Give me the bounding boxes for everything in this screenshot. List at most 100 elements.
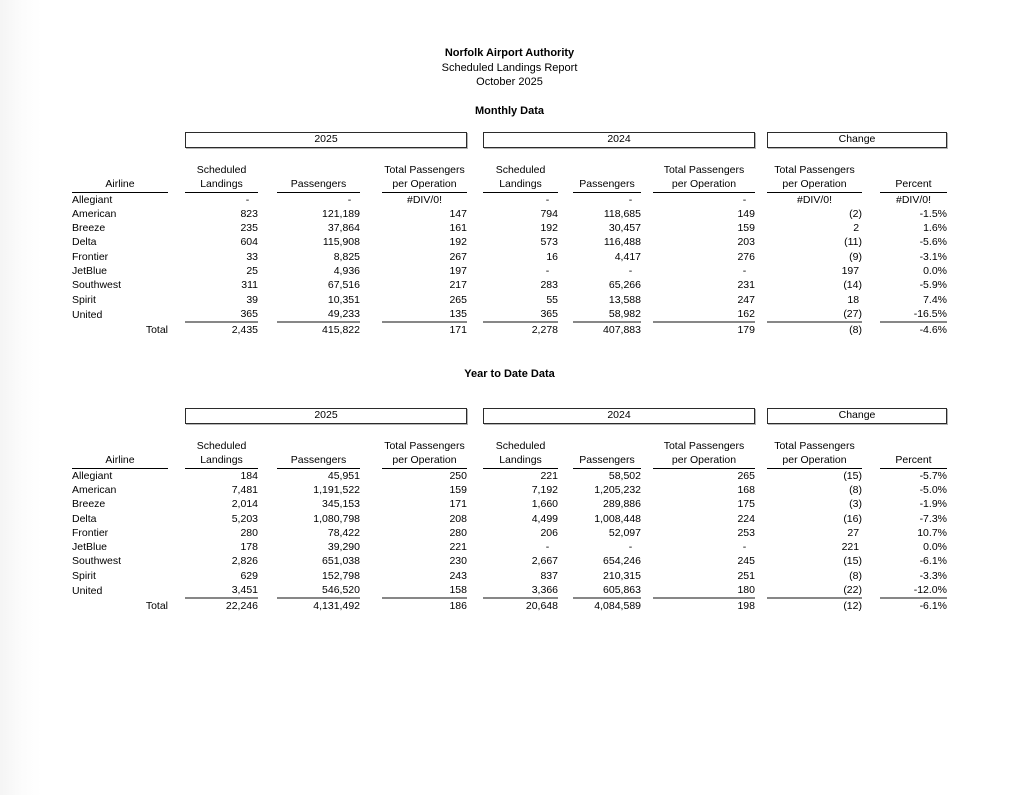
gap [862,322,880,337]
value-cell: 115,908 [322,236,360,249]
column-header [573,439,641,453]
column-header: Scheduled [196,164,247,176]
gap [168,207,185,221]
airline-cell: JetBlue [72,265,108,278]
value-cell: #DIV/0! [796,193,833,206]
airline-cell: Allegiant [72,469,113,482]
gap [168,177,185,192]
value-cell: 171 [382,321,467,338]
gap [558,540,573,554]
airline-cell: Southwest [72,279,122,292]
gap [168,598,185,613]
value-cell: -5.7% [919,469,947,482]
value-cell: 55 [546,293,558,306]
gap [467,598,483,613]
gap [755,322,767,337]
gap [258,322,277,337]
airline-cell: JetBlue [72,541,108,554]
gap [755,526,767,540]
airline-cell: Frontier [72,526,109,539]
gap [168,569,185,583]
gap [641,163,653,177]
total-label-cell: Total [145,600,168,613]
value-cell: - [628,193,641,206]
gap [641,439,653,453]
table-row: Frontier 33 8,825 267 16 4,417 276 (9) -3.1% [72,250,947,264]
value-cell: 605,863 [603,584,641,597]
group-box-2024: 2024 [483,132,755,148]
gap [558,512,573,526]
table-row: United 3,451 546,520 158 3,366 605,863 180 (22)… [72,583,947,598]
value-cell: 161 [449,222,467,235]
gap [360,307,382,322]
gap [258,497,277,511]
gap [641,264,653,278]
value-cell: -3.3% [919,569,947,582]
value-cell: 407,883 [573,321,641,338]
airline-cell: Breeze [72,222,106,235]
gap [641,207,653,221]
value-cell: 604 [240,236,258,249]
value-cell: 217 [449,279,467,292]
value-cell: 192 [449,236,467,249]
value-cell: 13,588 [608,293,641,306]
value-cell: 1,191,522 [313,483,360,496]
gap [360,468,382,483]
gap [258,526,277,540]
value-cell: -7.3% [919,512,947,525]
gap [641,540,653,554]
gap [168,540,185,554]
value-cell: 178 [240,541,258,554]
value-cell: (27) [843,307,862,320]
gap [558,497,573,511]
report-subtitle: Scheduled Landings Report [441,61,578,74]
value-cell: -5.0% [919,483,947,496]
value-cell: 152,798 [322,569,360,582]
value-cell: 651,038 [322,555,360,568]
value-cell: -3.1% [919,250,947,263]
column-header [72,439,168,453]
gap [641,468,653,483]
gap [360,235,382,249]
monthly-data-table: Scheduled Total Passengers Scheduled Tot… [72,163,947,338]
value-cell: 365 [540,307,558,320]
gap [467,221,483,235]
gap [168,250,185,264]
gap [168,322,185,337]
gap [258,453,277,468]
gap [258,583,277,598]
column-header [880,163,947,177]
gap [360,250,382,264]
gap [258,192,277,207]
gap [641,278,653,292]
gap [467,163,483,177]
group-box-change: Change [767,132,947,148]
value-cell: 198 [653,597,755,614]
value-cell: 58,982 [608,307,641,320]
gap [258,439,277,453]
gap [862,307,880,322]
gap [168,278,185,292]
report-title: Norfolk Airport Authority [444,47,575,59]
value-cell: 162 [737,307,755,320]
gap [467,569,483,583]
value-cell: 2,826 [231,555,258,568]
value-cell: (8) [849,569,862,582]
value-cell: 206 [540,526,558,539]
column-header [277,439,360,453]
value-cell: 78,422 [327,526,360,539]
gap [558,177,573,192]
gap [641,598,653,613]
gap [755,307,767,322]
gap [862,497,880,511]
value-cell: 267 [449,250,467,263]
column-header: Scheduled [495,440,546,453]
value-cell: 65,266 [608,279,641,292]
column-header [880,439,947,453]
value-cell: 197 [449,265,467,278]
value-cell: - [628,541,641,554]
gap [755,207,767,221]
value-cell: 179 [653,321,755,338]
value-cell: #DIV/0! [895,193,932,206]
gap [862,293,880,307]
